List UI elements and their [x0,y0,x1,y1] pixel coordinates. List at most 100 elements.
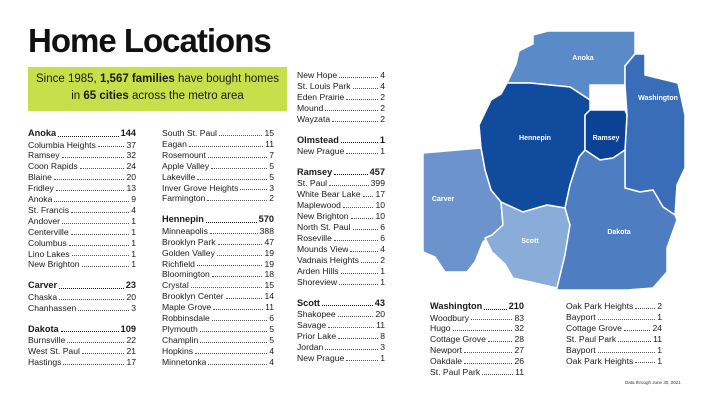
dot-leader [71,249,130,257]
city-name: New Hope [297,70,338,80]
city-count: 399 [370,178,385,189]
dot-leader [471,313,513,321]
label-washington: Washington [638,95,678,102]
city-name: New Brighton [28,259,80,270]
city-name: Eden Prairie [297,91,345,102]
dot-leader [196,259,263,267]
list-item: Inver Grove Heights 3 [162,183,274,194]
city-count: 2 [380,254,385,265]
dot-leader [337,309,374,317]
list-item: Burnsville 22 [28,335,136,346]
list-item: St. Louis Park 4 [297,81,385,92]
dot-leader [240,183,268,191]
list-item: Farmington 2 [162,193,274,204]
list-item: Vadnais Heights 2 [297,255,385,266]
city-count: 17 [375,189,385,200]
dot-leader [329,178,369,187]
list-item: New Hope 4 [297,70,385,81]
city-name: Fridley [28,183,54,194]
list-item: Brooklyn Center 14 [162,291,274,302]
city-name: New Prague [297,352,345,363]
dot-leader [482,367,514,375]
list-item: New Prague 1 [297,146,385,157]
list-item: New Brighton 1 [28,259,136,270]
city-name: Arden Hills [297,265,339,276]
county-heading: Hennepin 570 [162,214,274,226]
county-total: 210 [508,301,524,311]
city-name: Inver Grove Heights [162,182,239,193]
list-item: Mounds View 4 [297,244,385,255]
city-count: 5 [269,324,274,334]
city-count: 28 [514,334,524,345]
list-item: Columbus 1 [28,238,136,249]
list-item: Hastings 17 [28,357,136,368]
county-heading: Washington 210 [430,301,524,313]
list-item: Robbinsdale 6 [162,313,274,324]
city-name: Minnetonka [162,356,207,367]
city-count: 1 [657,311,662,322]
dot-leader [340,135,378,144]
city-count: 11 [376,319,385,330]
city-name: Chaska [28,291,58,302]
data-credit: Data through June 30, 2021 [625,380,681,385]
dot-leader [484,301,507,310]
metro-county-map: Anoka Washington Hennepin Ramsey Carver … [422,30,686,291]
city-name: Minneapolis [162,225,208,236]
city-count: 32 [126,150,136,161]
city-name: Maplewood [297,200,341,211]
list-item: Shakopee 20 [297,309,385,320]
city-count: 11 [265,138,274,149]
list-item: Roseville 6 [297,233,385,244]
city-name: Hugo [430,323,451,334]
city-count: 1 [657,355,662,366]
county-heading: Olmstead 1 [297,135,385,147]
dot-leader [346,92,379,100]
city-name: Golden Valley [162,247,215,258]
city-name: Hastings [28,357,62,367]
list-item: Anoka 9 [28,194,136,205]
list-column-5: Oak Park Heights 2 Bayport 1 Cottage Grove 24… [566,301,662,376]
city-count: 2 [380,102,385,113]
dot-leader [211,313,268,321]
dot-leader [79,161,125,170]
city-name: Apple Valley [162,160,210,171]
dot-leader [97,140,125,148]
list-item: Rosemount 7 [162,150,274,161]
county-group: Olmstead 1 New Prague 1 [297,135,385,157]
banner-text-2: have bought homes in [71,73,279,102]
dot-leader [334,167,368,176]
city-count: 24 [652,322,662,333]
city-count: 15 [264,128,274,138]
list-item: New Prague 1 [297,353,385,364]
list-item: St. Paul Park 11 [430,367,524,378]
city-count: 6 [380,222,385,233]
city-count: 19 [264,258,274,269]
dot-leader [188,139,264,147]
county-total: 109 [120,323,136,334]
county-name: Scott [297,297,320,308]
city-name: Prior Lake [297,330,337,341]
list-item: St. Francis 4 [28,205,136,216]
city-count: 9 [131,194,136,205]
dot-leader [325,342,379,350]
list-item: Oakdale 26 [430,356,524,367]
dot-leader [60,324,119,333]
city-name: St. Paul Park [430,367,481,378]
city-count: 83 [514,312,524,323]
list-item: South St. Paul 15 [162,128,274,139]
dot-leader [225,291,263,300]
city-count: 4 [269,356,274,367]
list-item: Chaska 20 [28,292,136,303]
dot-leader [338,331,379,339]
city-count: 4 [380,70,385,80]
county-heading: Ramsey 457 [297,167,385,179]
list-item: Hopkins 4 [162,346,274,357]
list-item: Eden Prairie 2 [297,92,385,103]
city-name: Columbus [28,237,67,248]
city-count: 4 [131,204,136,215]
list-item: Andover 1 [28,216,136,227]
list-item: Oak Park Heights 2 [566,301,662,312]
dot-leader [362,189,374,198]
dot-leader [70,227,130,235]
county-heading: Scott 43 [297,298,385,310]
